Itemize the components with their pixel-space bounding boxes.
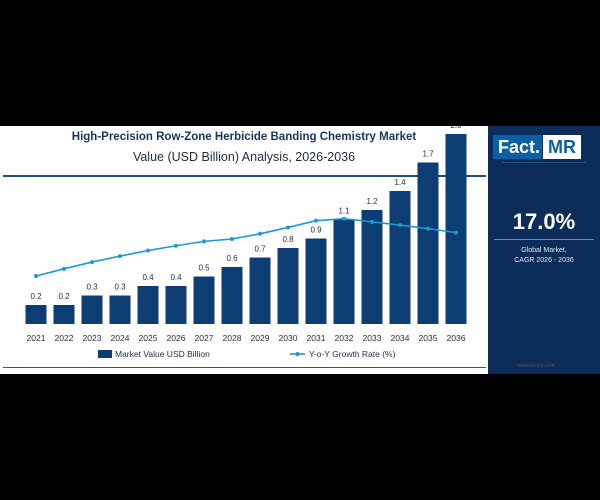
x-tick-label: 2029 — [251, 333, 270, 343]
bar-value-label: 0.2 — [58, 292, 70, 301]
footer-divider — [3, 367, 486, 368]
bar-value-label: 0.5 — [198, 264, 210, 273]
x-tick-label: 2027 — [195, 333, 214, 343]
bar-value-label: 0.3 — [86, 283, 98, 292]
x-tick-label: 2024 — [111, 333, 130, 343]
bar-2036 — [445, 134, 467, 324]
legend-line-marker — [295, 352, 300, 356]
growth-point-2026 — [174, 243, 178, 248]
bar-value-label: 0.3 — [114, 283, 126, 292]
title-divider — [3, 175, 486, 177]
x-tick-label: 2036 — [447, 333, 466, 343]
bar-value-label: 0.4 — [142, 273, 154, 282]
bar-value-label: 0.8 — [282, 235, 294, 244]
panel-divider — [502, 162, 586, 163]
footer-website: www.factmr.com — [518, 363, 555, 369]
bar-2029 — [249, 257, 271, 324]
x-tick-label: 2026 — [167, 333, 186, 343]
bar-2032 — [333, 219, 355, 324]
growth-point-2032 — [342, 216, 346, 221]
growth-point-2034 — [398, 223, 402, 228]
legend-line-label: Y-o-Y Growth Rate (%) — [309, 349, 396, 359]
x-tick-label: 2022 — [55, 333, 74, 343]
bar-2030 — [277, 248, 299, 324]
x-tick-label: 2031 — [307, 333, 326, 343]
x-tick-label: 2023 — [83, 333, 102, 343]
bar-2033 — [361, 210, 383, 324]
bar-value-label: 0.2 — [30, 292, 42, 301]
growth-point-2029 — [258, 231, 262, 236]
growth-point-2022 — [62, 266, 66, 271]
chart-title: High-Precision Row-Zone Herbicide Bandin… — [71, 131, 417, 143]
bar-2025 — [137, 286, 159, 324]
bar-2028 — [221, 267, 243, 324]
logo-dot-text: . — [535, 135, 543, 159]
x-tick-label: 2028 — [223, 333, 242, 343]
infographic-card: High-Precision Row-Zone Herbicide Bandin… — [0, 126, 600, 374]
growth-point-2028 — [230, 236, 234, 241]
legend-bar-swatch — [98, 350, 112, 358]
factmr-logo: Fact . MR — [493, 135, 595, 159]
growth-point-2023 — [90, 260, 94, 265]
bar-2021 — [25, 305, 47, 324]
bar-value-label: 1.1 — [338, 207, 350, 216]
growth-rate-line — [35, 217, 457, 277]
x-tick-label: 2025 — [139, 333, 158, 343]
x-tick-label: 2033 — [363, 333, 382, 343]
logo-mr-text: MR — [543, 135, 582, 159]
bar-2024 — [109, 295, 131, 324]
logo-fact-text: Fact — [493, 135, 536, 159]
x-tick-label: 2035 — [419, 333, 438, 343]
bar-2027 — [193, 276, 215, 324]
growth-point-2031 — [314, 218, 318, 223]
x-tick-label: 2034 — [391, 333, 410, 343]
summary-panel: Fact . MR 17.0% Global Market, CAGR 2026… — [488, 126, 600, 374]
bar-2022 — [53, 305, 75, 324]
bar-2035 — [417, 162, 439, 324]
x-tick-label: 2021 — [27, 333, 46, 343]
bar-value-label: 0.7 — [254, 245, 266, 254]
cagr-label-line1: Global Market, — [521, 247, 567, 254]
growth-point-2027 — [202, 239, 206, 244]
cagr-divider — [494, 239, 594, 240]
bar-value-label: 0.6 — [226, 254, 238, 263]
chart-plot: 0.2 2021 0.2 2022 0.3 2023 0.3 2024 0.4 2025 0.4 20… — [25, 126, 467, 359]
cagr-label-line2: CAGR 2026 - 2036 — [514, 257, 574, 264]
x-tick-label: 2030 — [279, 333, 298, 343]
bar-value-label: 2.0 — [450, 126, 462, 130]
growth-point-2036 — [454, 230, 458, 235]
bar-value-label: 1.2 — [366, 197, 378, 206]
growth-point-2025 — [146, 248, 150, 253]
bar-value-label: 1.4 — [394, 178, 406, 187]
growth-point-2035 — [426, 226, 430, 231]
bar-2031 — [305, 238, 327, 324]
growth-point-2033 — [370, 219, 374, 224]
growth-point-2024 — [118, 254, 122, 259]
growth-point-2030 — [286, 225, 290, 230]
cagr-value: 17.0% — [512, 209, 576, 234]
bar-value-label: 1.7 — [422, 150, 434, 159]
growth-point-2021 — [34, 274, 38, 278]
chart-panel: High-Precision Row-Zone Herbicide Bandin… — [0, 126, 488, 374]
bar-2034 — [389, 191, 411, 324]
x-tick-label: 2032 — [335, 333, 354, 343]
bar-value-label: 0.9 — [310, 226, 322, 235]
chart-subtitle: Value (USD Billion) Analysis, 2026-2036 — [132, 150, 356, 164]
bar-2026 — [165, 286, 187, 324]
bar-value-label: 0.4 — [170, 273, 182, 282]
bar-2023 — [81, 295, 103, 324]
legend-bar-label: Market Value USD Billion — [115, 349, 210, 359]
